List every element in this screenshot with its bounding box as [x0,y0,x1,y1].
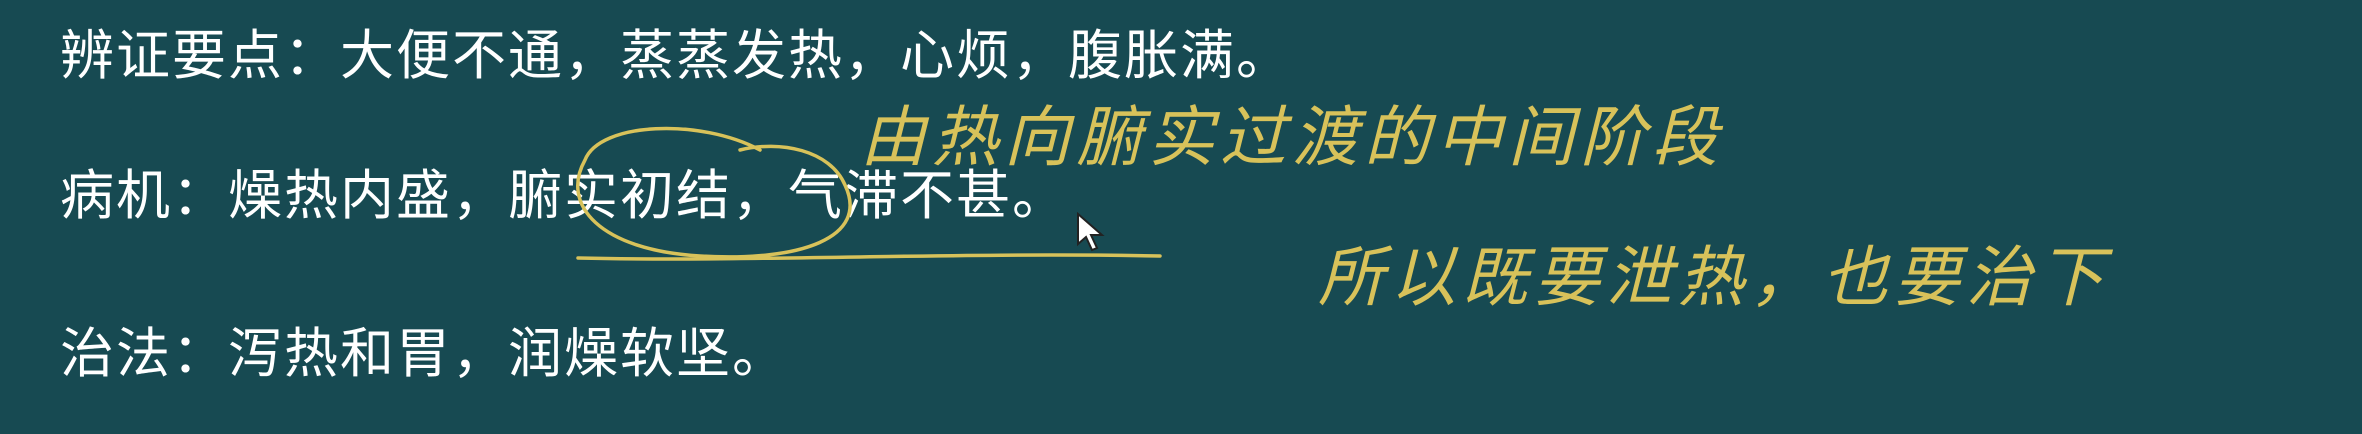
mouse-pointer-icon [1077,212,1105,252]
treatment-line: 治法：泻热和胃，润燥软坚。 [60,322,788,385]
key-points-line: 辨证要点：大便不通，蒸蒸发热，心烦，腹胀满。 [60,24,1292,87]
ink-underline [576,253,1162,261]
pathogenesis-prefix: 病机：燥热内盛， [60,164,508,227]
handwritten-note-2: 所以既要泄热，也要治下 [1318,239,2114,316]
pathogenesis-suffix: ，气滞不甚。 [732,164,1068,227]
circled-phrase: 腑实初结 [508,164,732,227]
pathogenesis-line: 病机：燥热内盛，腑实初结，气滞不甚。 [60,164,1068,228]
